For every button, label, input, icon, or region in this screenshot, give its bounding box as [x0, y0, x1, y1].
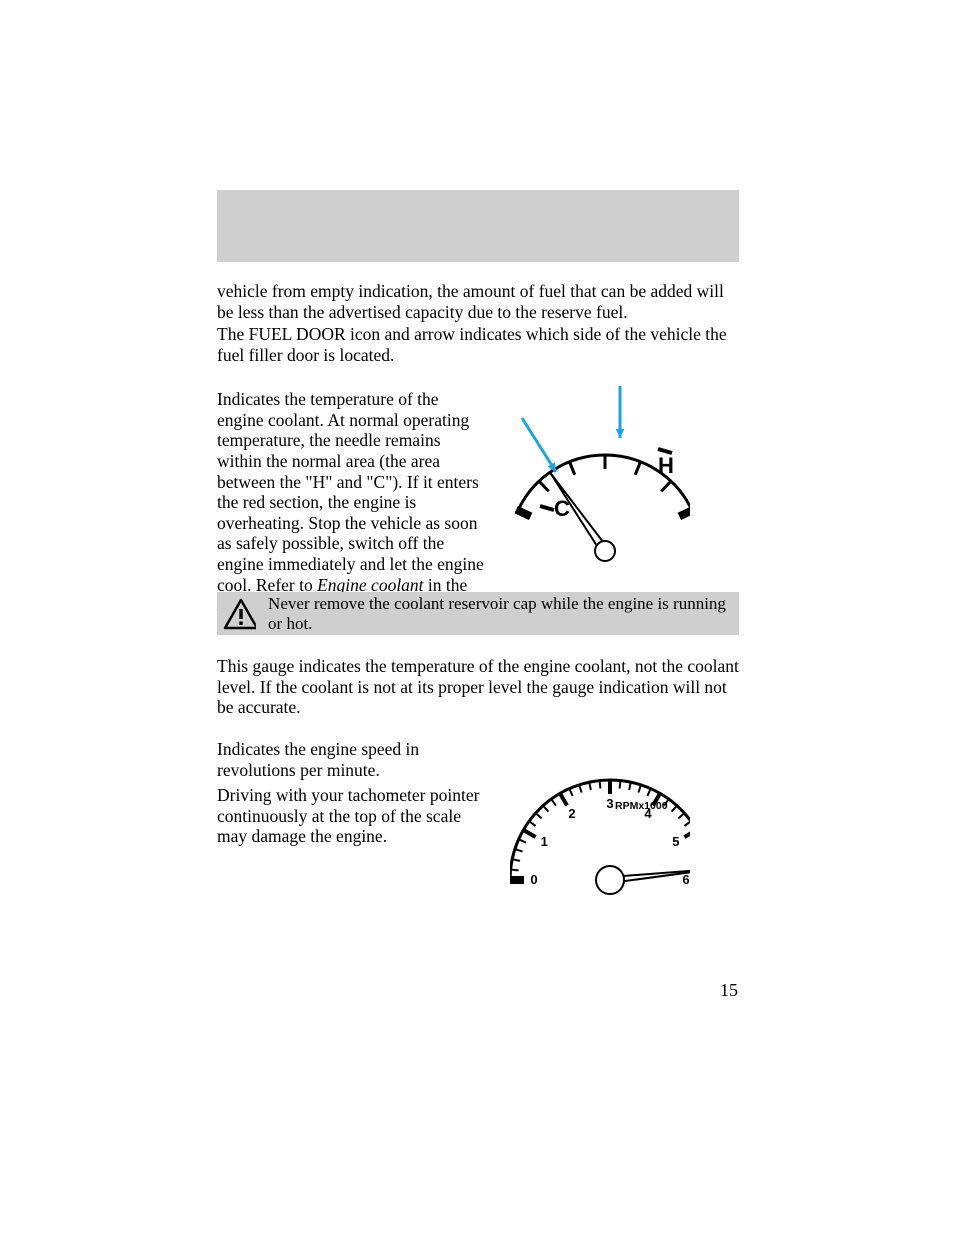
svg-text:6: 6 [682, 872, 689, 887]
warning-text: Never remove the coolant reservoir cap w… [268, 594, 733, 633]
coolant-paragraph-2: This gauge indicates the temperature of … [217, 656, 739, 718]
text: Driving with your tachometer pointer con… [217, 785, 479, 846]
warning-box: Never remove the coolant reservoir cap w… [217, 592, 739, 635]
text: 15 [720, 980, 738, 1000]
svg-text:RPMx1000: RPMx1000 [615, 800, 668, 812]
text: Indicates the engine speed in revolution… [217, 739, 419, 780]
page-number: 15 [720, 980, 738, 1001]
svg-text:1: 1 [541, 834, 548, 849]
temperature-gauge-svg: CH [510, 376, 690, 566]
coolant-paragraph: Indicates the temperature of the engine … [217, 389, 485, 616]
tacho-paragraph-1: Indicates the engine speed in revolution… [217, 739, 485, 780]
svg-text:H: H [658, 453, 674, 478]
page: vehicle from empty indication, the amoun… [0, 0, 954, 1235]
text: vehicle from empty indication, the amoun… [217, 281, 724, 322]
text: Indicates the temperature of the engine … [217, 389, 484, 595]
svg-text:3: 3 [606, 796, 613, 811]
temperature-gauge: CH [510, 376, 690, 566]
text: Never remove the coolant reservoir cap w… [268, 594, 726, 633]
svg-text:2: 2 [568, 806, 575, 821]
warning-icon [223, 597, 256, 631]
text: The FUEL DOOR icon and arrow indicates w… [217, 324, 727, 365]
header-band [217, 190, 739, 262]
text: This gauge indicates the temperature of … [217, 656, 739, 717]
tacho-paragraph-2: Driving with your tachometer pointer con… [217, 785, 485, 847]
fuel-paragraph-2: The FUEL DOOR icon and arrow indicates w… [217, 324, 739, 365]
svg-text:5: 5 [672, 834, 679, 849]
svg-text:0: 0 [530, 872, 537, 887]
tachometer-gauge: 0123456RPMx1000 [510, 730, 690, 900]
fuel-paragraph-1: vehicle from empty indication, the amoun… [217, 281, 739, 322]
tachometer-gauge-svg: 0123456RPMx1000 [510, 730, 690, 900]
